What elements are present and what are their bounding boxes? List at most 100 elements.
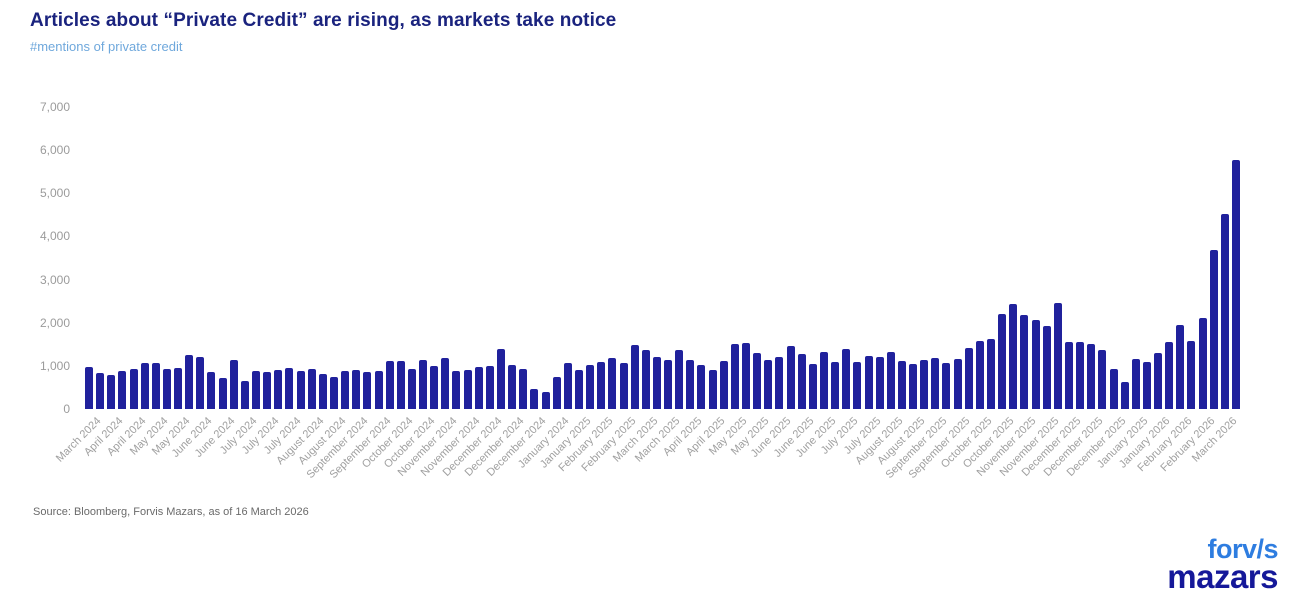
bar	[786, 345, 795, 409]
bar	[853, 361, 862, 409]
bar	[1187, 341, 1196, 409]
bar	[385, 360, 394, 409]
bar	[719, 360, 728, 409]
bar	[842, 348, 851, 409]
bar	[419, 360, 428, 409]
bar	[586, 364, 595, 409]
bar	[975, 340, 984, 409]
y-axis-tick-label: 1,000	[39, 358, 70, 373]
bar	[107, 374, 116, 409]
bar	[1064, 341, 1073, 409]
bar	[1020, 314, 1029, 409]
bar	[1154, 353, 1163, 409]
bar	[252, 371, 261, 409]
bar	[229, 360, 238, 409]
bar	[352, 370, 361, 409]
bar	[329, 377, 338, 409]
bar	[452, 371, 461, 409]
forvis-mazars-logo: forv/s mazars	[1167, 536, 1278, 595]
bar	[263, 372, 272, 409]
chart-title: Articles about “Private Credit” are risi…	[30, 10, 617, 31]
source-note: Source: Bloomberg, Forvis Mazars, as of …	[33, 506, 309, 518]
y-axis-tick-label: 5,000	[39, 186, 70, 201]
y-axis-tick-label: 3,000	[39, 272, 70, 287]
bar	[764, 360, 773, 409]
bar	[240, 380, 249, 409]
bar	[185, 354, 194, 409]
y-axis-tick-label: 0	[63, 402, 70, 416]
bar	[140, 362, 149, 409]
bar	[285, 368, 294, 409]
bar	[1009, 303, 1018, 409]
bar	[730, 344, 739, 409]
bar	[307, 368, 316, 409]
bar	[998, 313, 1007, 409]
bar	[608, 357, 617, 409]
bar	[1098, 350, 1107, 409]
bar	[1120, 381, 1129, 409]
bar	[1198, 318, 1207, 409]
y-axis-tick-label: 4,000	[39, 229, 70, 244]
bar	[508, 364, 517, 409]
bar	[942, 362, 951, 409]
bar	[686, 359, 695, 409]
bar	[162, 369, 171, 409]
bar	[341, 370, 350, 409]
bar	[374, 370, 383, 409]
bar	[797, 354, 806, 409]
bar	[497, 349, 506, 409]
bar	[697, 365, 706, 409]
bar	[652, 357, 661, 409]
bar	[363, 371, 372, 409]
bar	[808, 364, 817, 409]
bar	[1031, 319, 1040, 409]
bar	[630, 344, 639, 409]
bar	[519, 368, 528, 409]
bar	[151, 363, 160, 409]
bar	[597, 361, 606, 409]
logo-mazars-text: mazars	[1167, 558, 1278, 595]
bar	[920, 359, 929, 409]
bar	[1232, 159, 1240, 409]
bar	[441, 357, 450, 409]
bar	[953, 358, 962, 409]
bar	[463, 369, 472, 409]
bar	[931, 357, 940, 409]
bar	[664, 359, 673, 409]
bar	[819, 352, 828, 409]
bar	[987, 339, 995, 409]
bar	[1053, 302, 1062, 409]
bar	[563, 362, 572, 409]
bar	[1176, 325, 1185, 409]
chart-subtitle: #mentions of private credit	[30, 39, 183, 54]
bar	[296, 370, 305, 409]
bar	[619, 362, 628, 409]
bar	[1087, 343, 1096, 409]
bar	[742, 343, 751, 409]
bar	[474, 366, 483, 409]
bar	[207, 372, 216, 409]
bar	[274, 369, 283, 409]
bar	[574, 370, 583, 409]
bar	[85, 366, 93, 409]
bar	[875, 357, 884, 409]
bar	[485, 365, 494, 409]
bar	[897, 360, 906, 409]
bar	[541, 391, 550, 409]
y-axis-tick-label: 6,000	[39, 143, 70, 158]
bar	[96, 373, 105, 409]
y-axis-tick-label: 2,000	[39, 315, 70, 330]
bar	[196, 356, 205, 409]
bar	[708, 369, 717, 409]
y-axis-tick-label: 7,000	[39, 100, 70, 114]
bar	[909, 363, 918, 409]
bar	[753, 353, 762, 409]
bar	[1076, 341, 1085, 409]
bar	[675, 350, 684, 409]
bar	[318, 373, 327, 409]
bar	[964, 348, 973, 409]
bar	[864, 356, 873, 409]
bar	[1209, 250, 1218, 409]
bar	[1165, 342, 1174, 409]
